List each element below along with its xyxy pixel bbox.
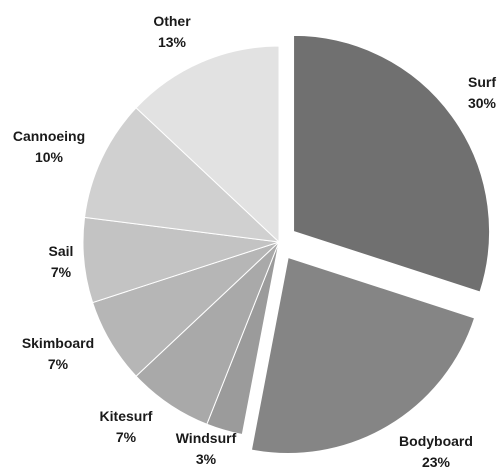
data-label-bodyboard: Bodyboard 23% bbox=[399, 433, 473, 470]
data-label-surf: Surf 30% bbox=[468, 74, 497, 111]
slice-percent-label: 10% bbox=[35, 149, 64, 165]
data-label-cannoeing: Cannoeing 10% bbox=[13, 128, 85, 165]
data-label-other: Other 13% bbox=[153, 13, 191, 50]
slice-percent-label: 30% bbox=[468, 95, 497, 111]
slice-name-label: Windsurf bbox=[176, 430, 237, 446]
slice-percent-label: 7% bbox=[116, 429, 137, 445]
pie-slice-other bbox=[135, 45, 280, 244]
data-label-sail: Sail 7% bbox=[49, 243, 74, 280]
slice-name-label: Surf bbox=[468, 74, 496, 90]
data-label-windsurf: Windsurf 3% bbox=[176, 430, 237, 467]
slice-name-label: Skimboard bbox=[22, 335, 94, 351]
slice-percent-label: 7% bbox=[51, 264, 72, 280]
slice-percent-label: 7% bbox=[48, 356, 69, 372]
data-label-kitesurf: Kitesurf 7% bbox=[100, 408, 153, 445]
slice-name-label: Kitesurf bbox=[100, 408, 153, 424]
slice-percent-label: 13% bbox=[158, 34, 187, 50]
slice-percent-label: 23% bbox=[422, 454, 451, 470]
pie-labels: Surf 30%Bodyboard 23%Windsurf 3%Kitesurf 7%S… bbox=[13, 13, 497, 470]
slice-percent-label: 3% bbox=[196, 451, 217, 467]
slice-name-label: Sail bbox=[49, 243, 74, 259]
pie-slice-surf bbox=[293, 34, 491, 293]
data-label-skimboard: Skimboard 7% bbox=[22, 335, 94, 372]
slice-name-label: Cannoeing bbox=[13, 128, 85, 144]
slice-name-label: Bodyboard bbox=[399, 433, 473, 449]
pie-slice-cannoeing bbox=[83, 107, 281, 243]
pie-slice-bodyboard bbox=[250, 256, 476, 454]
pie-slices bbox=[82, 34, 491, 454]
slice-name-label: Other bbox=[153, 13, 191, 29]
